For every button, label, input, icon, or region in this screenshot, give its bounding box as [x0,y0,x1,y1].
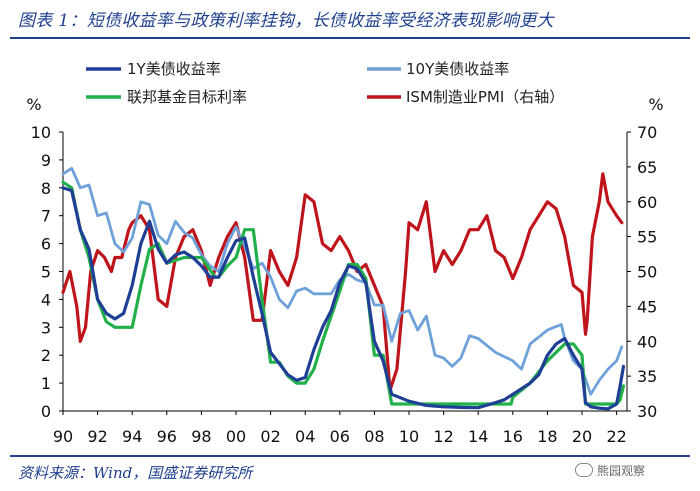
x-tick-label: 08 [364,427,384,446]
x-tick-label: 02 [260,427,280,446]
left-tick-label: 1 [41,374,51,393]
legend-label-y1: 1Y美债收益率 [127,60,221,78]
x-tick-label: 16 [503,427,523,446]
series-line-y1 [61,186,626,411]
series-group [61,166,626,411]
x-tick-label: 12 [433,427,453,446]
x-tick-label: 94 [122,427,142,446]
x-tick-label: 98 [191,427,211,446]
left-tick-label: 3 [41,318,51,337]
right-tick-label: 70 [637,123,657,142]
right-tick-label: 45 [637,297,657,316]
right-tick-label: 30 [637,402,657,421]
x-tick-label: 00 [226,427,246,446]
x-tick-label: 14 [468,427,488,446]
x-tick-label: 90 [53,427,73,446]
x-tick-label: 20 [572,427,592,446]
x-tick-label: 18 [537,427,557,446]
chart-title: 图表 1：短债收益率与政策利率挂钩，长债收益率受经济表现影响更大 [18,11,554,31]
right-axis-unit: % [648,95,663,114]
legend-label-y10: 10Y美债收益率 [406,60,509,78]
right-tick-label: 65 [637,158,657,177]
source-note: 资料来源：Wind，国盛证券研究所 [18,464,253,482]
series-line-y10 [61,166,624,396]
x-tick-label: 92 [87,427,107,446]
title-rule [10,37,690,39]
watermark-text: 熊园观察 [597,464,646,478]
left-tick-label: 10 [31,123,51,142]
x-tick-label: 06 [330,427,350,446]
left-tick-label: 5 [41,263,51,282]
chat-bubble-icon [575,463,593,477]
x-tick-label: 10 [399,427,419,446]
left-tick-label: 8 [41,179,51,198]
left-tick-label: 0 [41,402,51,421]
left-tick-label: 4 [41,290,51,309]
series-line-ism [61,172,624,392]
right-tick-label: 35 [637,367,657,386]
left-tick-label: 7 [41,207,51,226]
left-tick-label: 9 [41,151,51,170]
legend-label-policy: 联邦基金目标利率 [127,88,247,106]
right-tick-label: 40 [637,332,657,351]
right-tick-label: 50 [637,263,657,282]
x-tick-label: 22 [606,427,626,446]
x-tick-label: 04 [295,427,315,446]
left-axis-unit: % [26,95,41,114]
watermark: 熊园观察 [575,462,645,479]
footer-rule [10,455,690,457]
left-tick-label: 2 [41,346,51,365]
left-tick-label: 6 [41,235,51,254]
x-tick-label: 96 [157,427,177,446]
right-tick-label: 55 [637,228,657,247]
legend: 1Y美债收益率 10Y美债收益率 联邦基金目标利率 ISM制造业PMI（右轴） [86,60,564,106]
legend-label-ism: ISM制造业PMI（右轴） [406,88,564,106]
right-tick-label: 60 [637,193,657,212]
